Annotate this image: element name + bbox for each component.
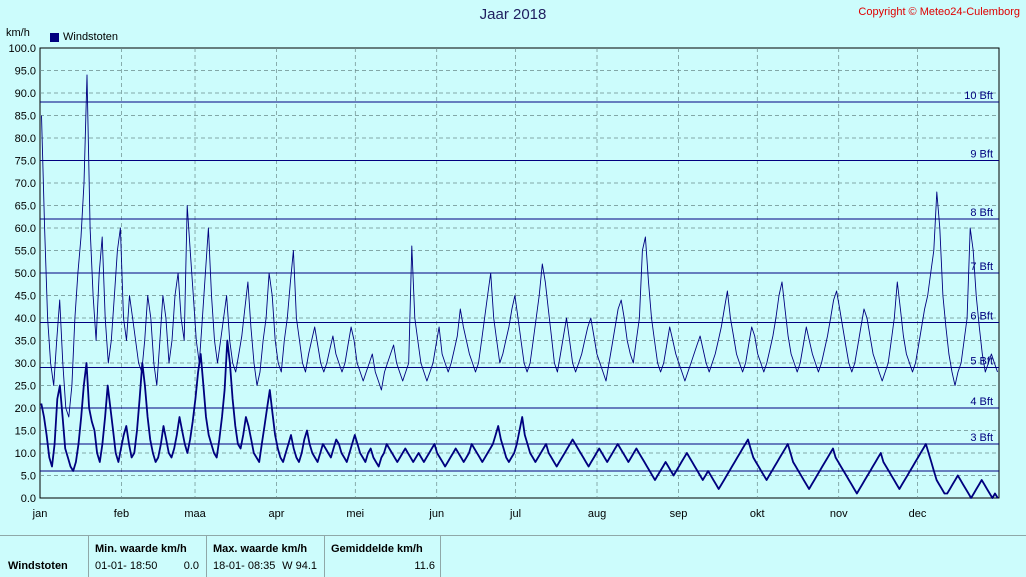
beaufort-label: 5 Bft (970, 356, 993, 368)
stats-max-cell: Max. waarde km/h 18-01- 08:35 W 94.1 (206, 536, 325, 577)
stats-row-label: Windstoten (8, 560, 68, 572)
y-axis-unit: km/h (6, 27, 30, 39)
stats-min-time: 01-01- 18:50 (95, 560, 158, 572)
y-tick-label: 35.0 (15, 336, 36, 348)
y-tick-label: 25.0 (15, 381, 36, 393)
y-tick-label: 20.0 (15, 403, 36, 415)
stats-min-header: Min. waarde km/h (95, 543, 187, 555)
y-tick-label: 75.0 (15, 156, 36, 168)
stats-min-cell: Min. waarde km/h 01-01- 18:50 0.0 (88, 536, 207, 577)
month-label: jan (32, 508, 48, 520)
beaufort-label: 10 Bft (964, 90, 993, 102)
month-label: maa (184, 508, 206, 520)
y-tick-label: 50.0 (15, 268, 36, 280)
series-group (40, 74, 999, 499)
y-tick-label: 60.0 (15, 223, 36, 235)
stats-table: Windstoten Min. waarde km/h 01-01- 18:50… (0, 535, 1026, 577)
month-label: okt (750, 508, 765, 520)
series-line-max (41, 74, 998, 418)
y-tick-label: 80.0 (15, 133, 36, 145)
y-tick-label: 30.0 (15, 358, 36, 370)
y-axis-ticks: 0.0 5.0 10.0 15.0 20.0 25.0 30.0 35.0 40.0 45.0 50… (8, 43, 36, 505)
stats-avg-header: Gemiddelde km/h (331, 543, 423, 555)
month-label: nov (830, 508, 848, 520)
beaufort-label: 4 Bft (970, 396, 993, 408)
legend: Windstoten (50, 31, 118, 43)
y-tick-label: 85.0 (15, 111, 36, 123)
beaufort-label: 9 Bft (970, 149, 993, 161)
y-tick-label: 45.0 (15, 291, 36, 303)
legend-label: Windstoten (63, 31, 119, 43)
legend-swatch (50, 32, 59, 42)
y-tick-label: 95.0 (15, 66, 36, 78)
beaufort-label: 7 Bft (970, 261, 993, 273)
series-line-windstoten (40, 339, 999, 499)
month-label: apr (269, 508, 285, 520)
y-tick-label: 10.0 (15, 448, 36, 460)
y-tick-label: 15.0 (15, 426, 36, 438)
y-tick-label: 40.0 (15, 313, 36, 325)
month-label: jul (509, 508, 521, 520)
copyright-notice: Copyright © Meteo24-Culemborg (858, 6, 1020, 18)
y-tick-label: 70.0 (15, 178, 36, 190)
stats-max-value: W 94.1 (282, 560, 317, 572)
y-tick-label: 0.0 (21, 493, 36, 505)
stats-max-header: Max. waarde km/h (213, 543, 308, 555)
chart-title: Jaar 2018 (479, 6, 547, 23)
stats-avg-value: 11.6 (414, 560, 435, 572)
month-label: jun (428, 508, 444, 520)
x-axis-ticks: jan feb maa apr mei jun jul aug sep okt nov dec (32, 508, 927, 520)
y-tick-label: 55.0 (15, 246, 36, 258)
month-label: sep (670, 508, 688, 520)
y-tick-label: 5.0 (21, 471, 36, 483)
month-label: feb (114, 508, 129, 520)
y-tick-label: 100.0 (8, 43, 36, 55)
month-label: aug (588, 508, 606, 520)
stats-max-time: 18-01- 08:35 (213, 560, 276, 572)
month-label: dec (909, 508, 927, 520)
stats-avg-cell: Gemiddelde km/h 11.6 (324, 536, 441, 577)
beaufort-label: 6 Bft (970, 311, 993, 323)
month-label: mei (346, 508, 364, 520)
stats-min-value: 0.0 (183, 560, 199, 572)
beaufort-label: 8 Bft (970, 207, 993, 219)
y-tick-label: 90.0 (15, 88, 36, 100)
stats-empty-cell (440, 536, 1026, 577)
beaufort-label: 3 Bft (970, 432, 993, 444)
y-tick-label: 65.0 (15, 201, 36, 213)
chart-canvas: 3 Bft 4 Bft 5 Bft 6 Bft 7 Bft 8 Bft 9 Bft 10 Bf… (8, 43, 1000, 520)
beaufort-lines: 3 Bft 4 Bft 5 Bft 6 Bft 7 Bft 8 Bft 9 Bft 10 Bf… (40, 90, 999, 472)
